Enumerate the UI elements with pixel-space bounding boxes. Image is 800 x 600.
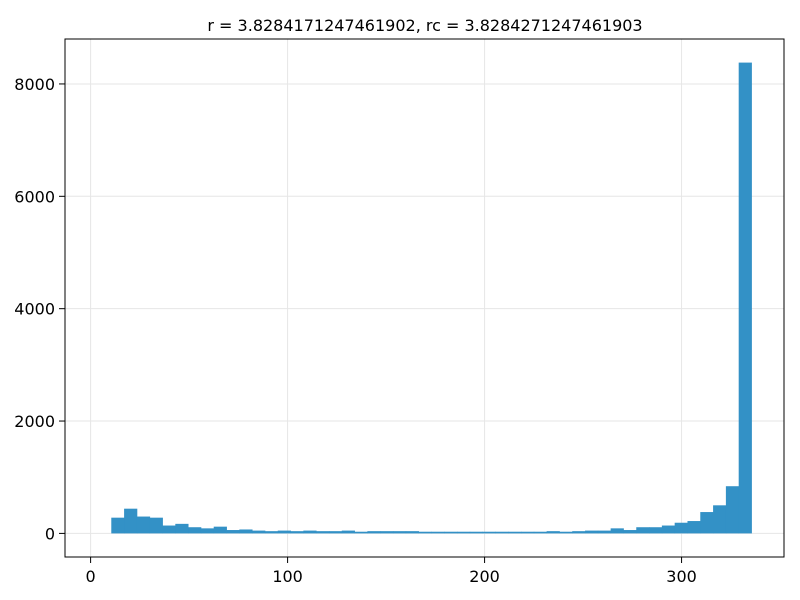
histogram-bar — [661, 525, 676, 534]
y-tick-label: 4000 — [14, 300, 55, 319]
histogram-bar — [213, 526, 227, 534]
histogram-bars — [111, 62, 752, 534]
histogram-bar — [713, 505, 727, 534]
histogram-bar — [328, 531, 343, 534]
chart-title: r = 3.8284171247461902, rc = 3.828427124… — [207, 16, 642, 35]
y-tick-label: 0 — [45, 524, 55, 543]
histogram-bar — [610, 528, 624, 534]
x-tick-label: 0 — [86, 567, 96, 586]
histogram-bar — [136, 516, 151, 534]
histogram-bar — [444, 531, 458, 534]
histogram-bar — [469, 531, 484, 534]
x-tick-label: 300 — [666, 567, 697, 586]
histogram-bar — [431, 531, 445, 534]
x-axis: 0 100 200 300 — [86, 557, 697, 586]
histogram-bar — [585, 530, 599, 534]
histogram-bar — [725, 486, 740, 534]
histogram-bar — [162, 525, 176, 534]
histogram-bar — [392, 531, 407, 534]
x-tick-label: 200 — [469, 567, 500, 586]
histogram-bar — [111, 517, 125, 534]
histogram-bar — [482, 531, 496, 534]
y-tick-label: 2000 — [14, 412, 55, 431]
histogram-bar — [546, 531, 560, 534]
histogram-bar — [521, 531, 535, 534]
histogram-bar — [226, 530, 240, 534]
histogram-bar — [674, 522, 688, 534]
histogram-bar — [239, 529, 253, 534]
histogram-bar — [175, 523, 189, 534]
histogram-bar — [264, 531, 279, 534]
histogram-bar — [124, 508, 138, 534]
histogram-bar — [418, 531, 432, 534]
histogram-bar — [649, 527, 663, 534]
histogram-bar — [290, 531, 304, 534]
histogram-bar — [405, 531, 419, 534]
histogram-bar — [188, 527, 202, 534]
histogram-bar — [316, 531, 330, 534]
histogram-bar — [636, 527, 650, 534]
histogram-bar — [354, 531, 368, 534]
histogram-bar — [457, 531, 471, 534]
x-tick-label: 100 — [272, 567, 303, 586]
histogram-bar — [572, 531, 586, 534]
histogram-bar — [200, 528, 215, 534]
y-tick-label: 6000 — [14, 187, 55, 206]
histogram-bar — [495, 531, 509, 534]
histogram-bar — [687, 521, 701, 534]
histogram-bar — [597, 530, 612, 534]
histogram-bar — [738, 62, 752, 534]
histogram-bar — [149, 517, 163, 534]
histogram-bar — [623, 530, 637, 534]
histogram-bar — [303, 530, 317, 534]
histogram-bar — [559, 531, 573, 534]
plot-frame — [64, 38, 785, 558]
y-axis: 0 2000 4000 6000 8000 — [14, 75, 65, 543]
histogram-bar — [380, 531, 394, 534]
histogram-bar — [341, 530, 355, 534]
histogram-bar — [508, 531, 522, 534]
histogram-bar — [533, 531, 548, 534]
histogram-bar — [277, 530, 291, 534]
histogram-bar — [700, 512, 714, 534]
histogram-bar — [252, 530, 266, 534]
grid-lines — [65, 39, 784, 557]
histogram-bar — [367, 531, 381, 534]
y-tick-label: 8000 — [14, 75, 55, 94]
